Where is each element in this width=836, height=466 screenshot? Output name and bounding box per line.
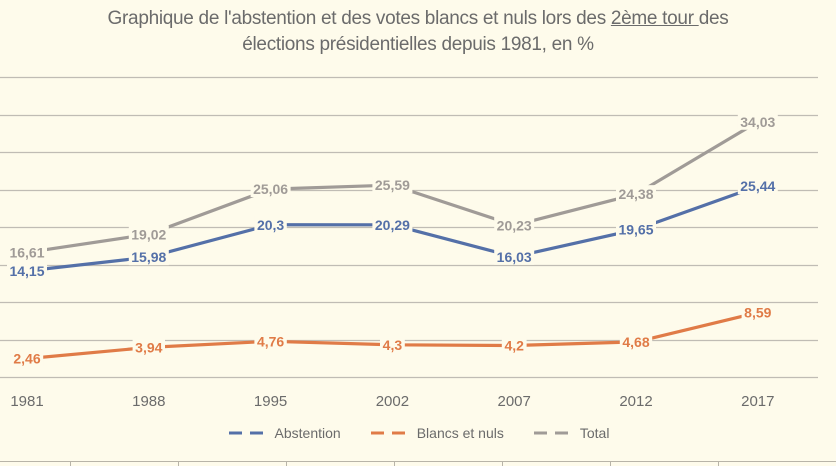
data-label: 34,03 — [740, 114, 775, 130]
legend-item: Total — [532, 425, 610, 441]
spreadsheet-column-border — [178, 462, 179, 466]
legend-label: Total — [579, 425, 610, 441]
data-label-background — [619, 332, 653, 350]
data-label-background — [380, 335, 405, 353]
chart-title-part-3: des — [698, 8, 729, 29]
data-label: 19,65 — [618, 222, 653, 238]
data-label-background — [737, 112, 778, 130]
x-tick-label: 2012 — [619, 393, 652, 410]
data-label: 4,76 — [257, 333, 284, 349]
data-label-background — [737, 177, 778, 195]
x-tick-label: 1981 — [10, 393, 43, 410]
data-label: 25,59 — [375, 177, 410, 193]
spreadsheet-column-border — [70, 462, 71, 466]
x-tick-label: 1995 — [254, 393, 287, 410]
data-label: 3,94 — [135, 339, 162, 355]
chart-title: Graphique de l'abstention et des votes b… — [0, 6, 836, 58]
data-label: 20,3 — [257, 217, 284, 233]
data-label-background — [7, 261, 47, 279]
data-label: 25,06 — [253, 181, 288, 197]
legend-swatch-icon — [228, 431, 271, 435]
data-label: 4,3 — [383, 337, 403, 353]
data-label-background — [7, 243, 47, 261]
chart-title-part-1: Graphique de l'abstention et des votes b… — [107, 8, 611, 29]
data-label-background — [250, 180, 291, 198]
legend-item: Abstention — [227, 425, 341, 441]
data-label-background — [494, 216, 535, 234]
data-label-background — [616, 220, 656, 238]
data-label-background — [10, 349, 44, 367]
legend-item: Blancs et nuls — [369, 425, 504, 441]
spreadsheet-row-border — [0, 461, 836, 462]
data-label: 20,29 — [375, 217, 410, 233]
data-labels: 14,15 15,98 20,3 20,29 16,03 19,65 25,44 2,46 3,… — [7, 112, 778, 367]
legend-swatch-icon — [533, 431, 576, 435]
x-tick-label: 2002 — [376, 393, 409, 410]
x-tick-label: 2007 — [498, 393, 531, 410]
spreadsheet-column-border — [286, 462, 287, 466]
spreadsheet-column-border — [610, 462, 611, 466]
data-label: 4,68 — [622, 334, 649, 350]
data-label-background — [128, 248, 169, 266]
data-label-background — [372, 215, 413, 233]
x-tick-label: 1988 — [132, 393, 165, 410]
legend-swatch-icon — [370, 431, 413, 435]
data-label-background — [254, 215, 287, 233]
data-label: 24,38 — [618, 186, 653, 202]
data-label: 2,46 — [13, 351, 40, 367]
legend-label: Abstention — [274, 425, 341, 441]
legend-label: Blancs et nuls — [416, 425, 504, 441]
data-label-background — [741, 303, 774, 321]
data-label: 25,44 — [740, 178, 775, 194]
x-tick-label: 2017 — [741, 393, 774, 410]
spreadsheet-column-border — [394, 462, 395, 466]
data-label-background — [494, 247, 535, 265]
spreadsheet-column-border — [502, 462, 503, 466]
data-label-background — [132, 338, 165, 356]
data-label-background — [128, 225, 169, 243]
data-label: 15,98 — [131, 249, 166, 265]
data-label-background — [254, 332, 287, 350]
data-label-background — [501, 336, 527, 354]
data-label-background — [372, 176, 413, 194]
data-label: 16,03 — [497, 249, 532, 265]
data-label: 14,15 — [9, 263, 44, 279]
data-label: 16,61 — [9, 244, 44, 260]
chart-title-line-2: élections présidentielles depuis 1981, e… — [242, 34, 594, 55]
spreadsheet-column-border — [718, 462, 719, 466]
x-axis-tick-labels: 1981 1988 1995 2002 2007 2012 2017 — [10, 393, 774, 410]
data-label: 8,59 — [744, 305, 771, 321]
data-label: 4,2 — [504, 338, 524, 354]
chart-title-underlined: 2ème tour — [610, 8, 699, 29]
data-label: 19,02 — [131, 226, 166, 242]
data-label-background — [616, 185, 656, 203]
legend: Abstention Blancs et nuls Total — [0, 425, 836, 441]
data-label: 20,23 — [497, 217, 532, 233]
